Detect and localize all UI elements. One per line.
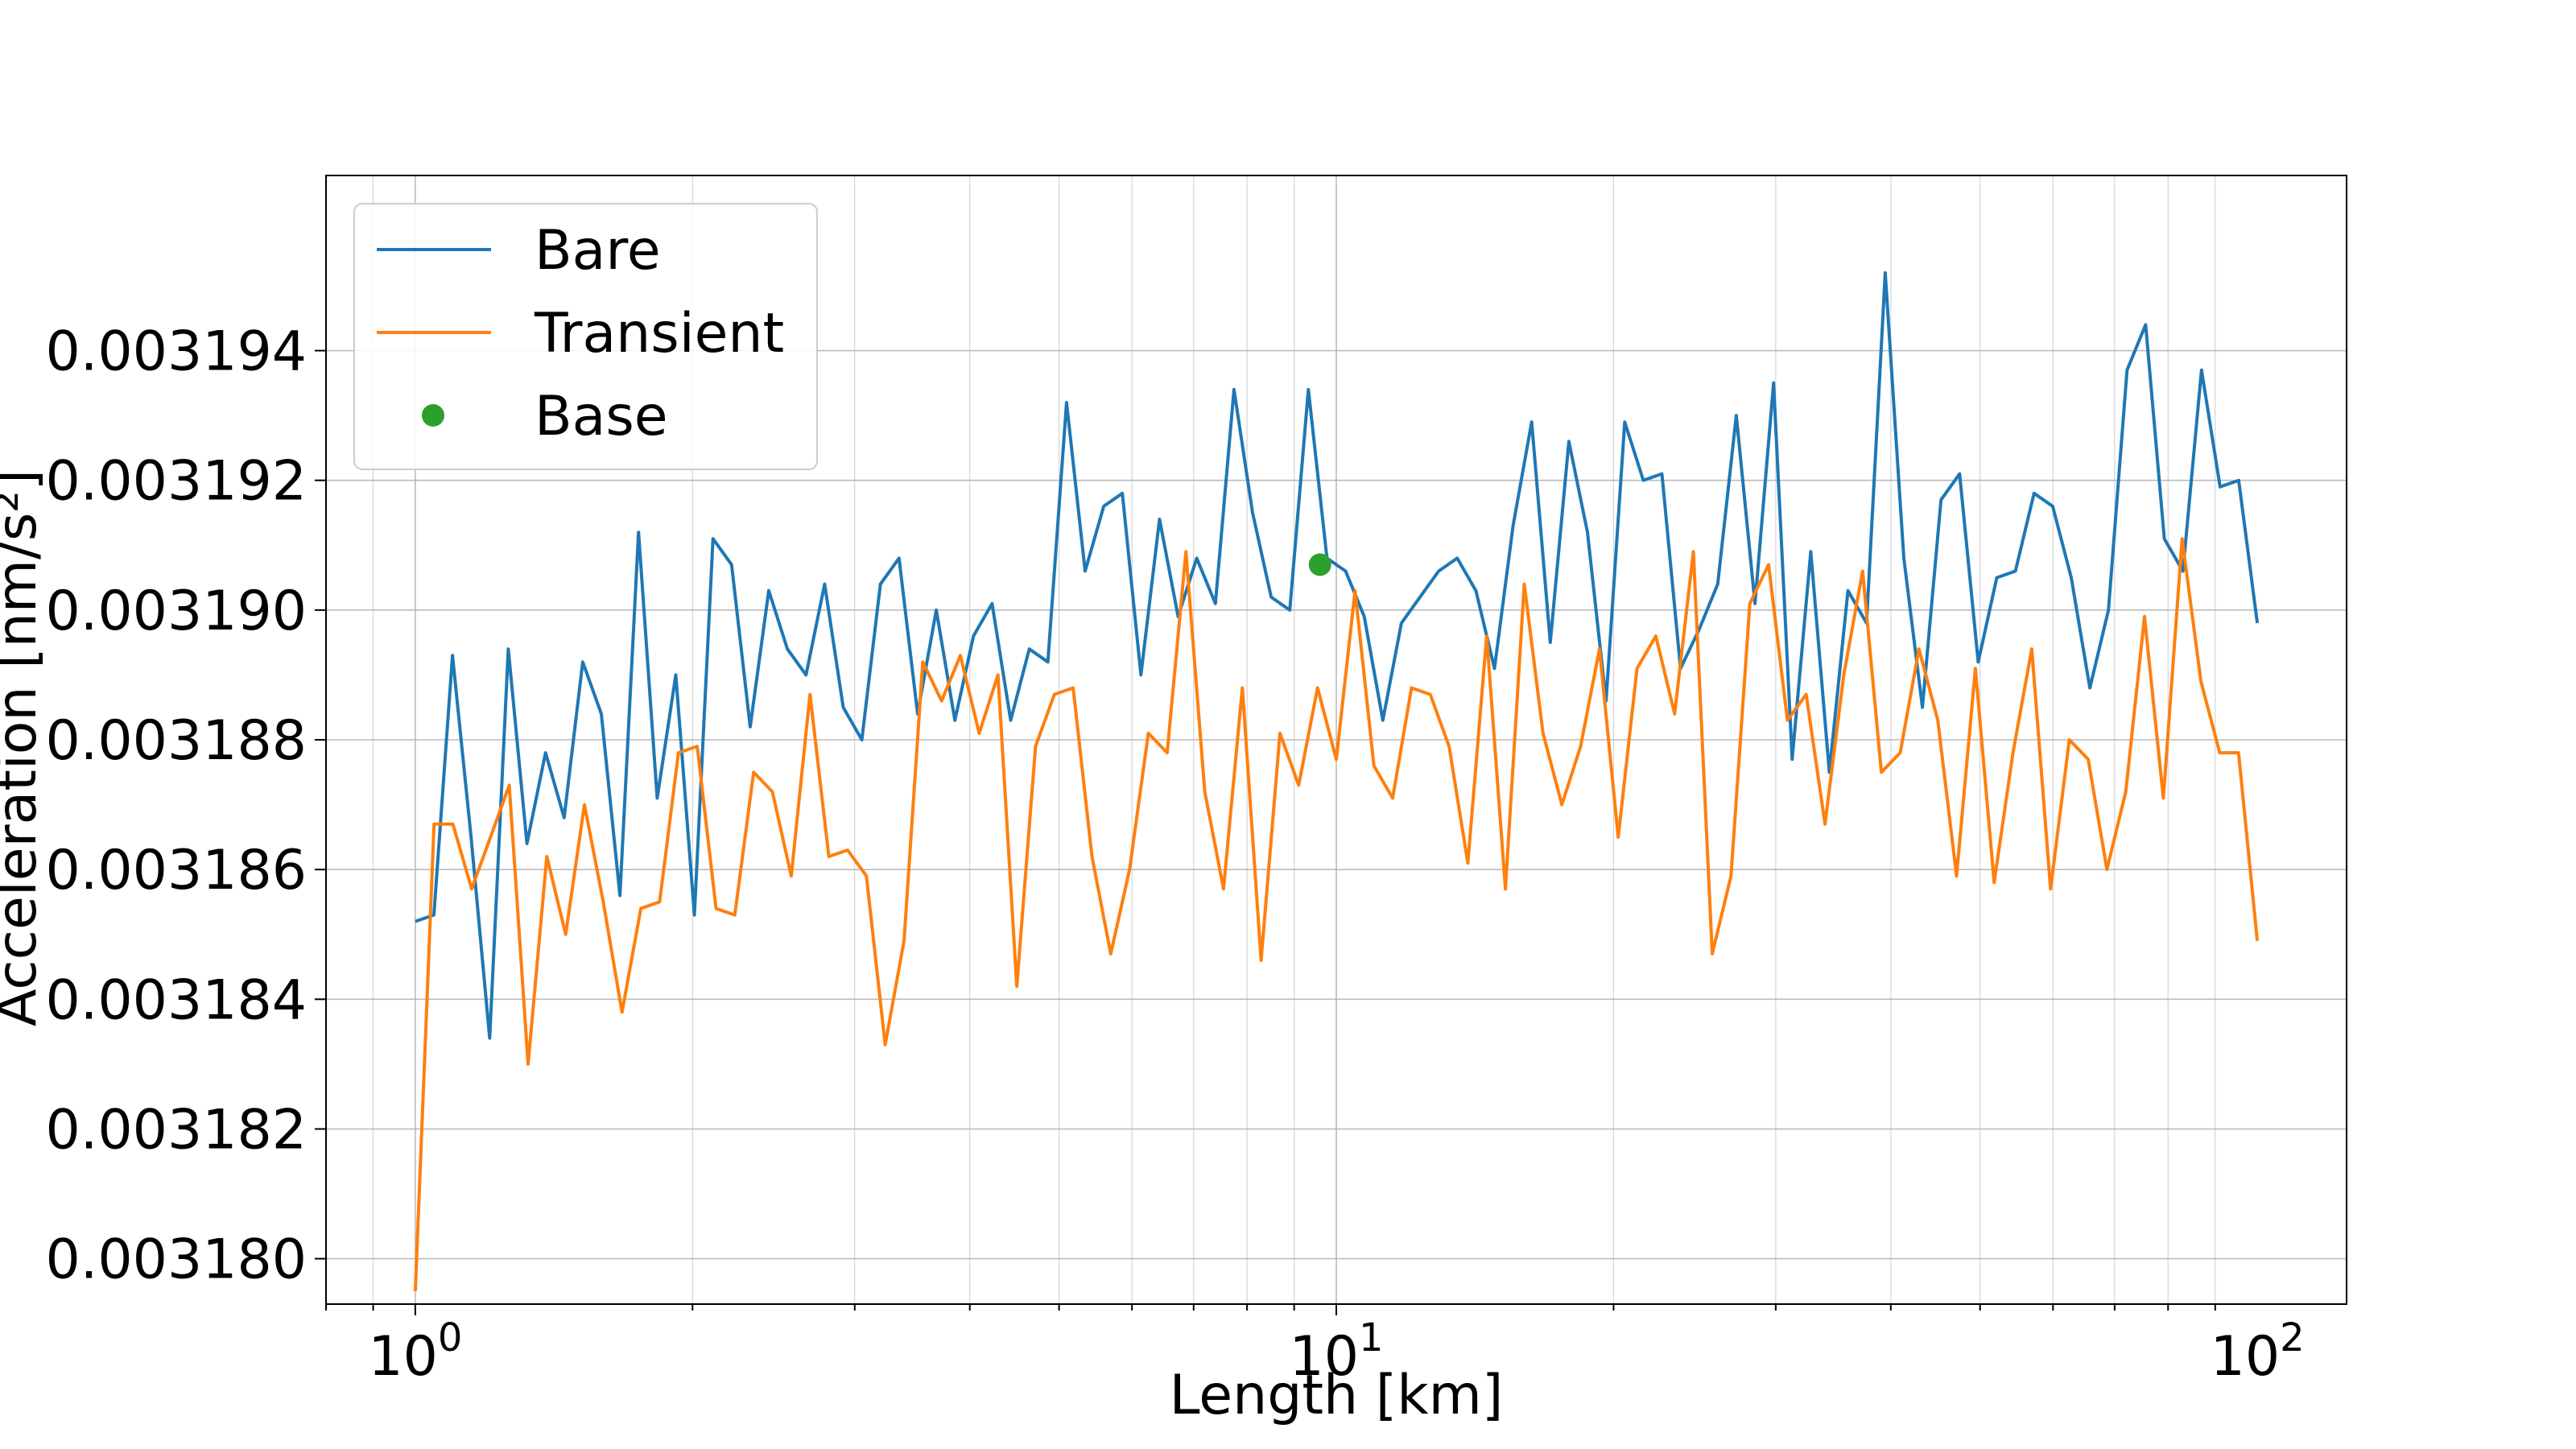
legend-box (353, 203, 818, 470)
bare-series-line (415, 270, 2260, 1040)
x-tick-label: 101 (1289, 1315, 1383, 1389)
y-axis-label: Acceleration [nm/s²] (0, 469, 49, 1026)
series-layer (413, 270, 2260, 1291)
y-tick-label: 0.003184 (46, 968, 307, 1032)
x-tick-exponent: 2 (2280, 1315, 2305, 1360)
x-tick-exponent: 0 (438, 1315, 463, 1360)
legend-label-transient: Transient (534, 302, 784, 365)
legend-marker-base (422, 404, 444, 427)
y-tick-label: 0.003188 (46, 709, 307, 773)
x-tick-label: 100 (368, 1315, 462, 1389)
y-tick-label: 0.003182 (46, 1098, 307, 1162)
legend-label-base: Base (535, 385, 668, 448)
x-tick-base: 10 (2211, 1325, 2281, 1389)
y-axis: 0.003180 0.003182 0.003184 0.003186 0.003188… (46, 320, 326, 1292)
y-tick-label: 0.003180 (46, 1228, 307, 1292)
y-tick-label: 0.003194 (46, 320, 307, 384)
x-tick-exponent: 1 (1359, 1315, 1384, 1360)
legend-label-bare: Bare (535, 219, 661, 283)
x-axis-label: Length [km] (1170, 1364, 1504, 1427)
x-tick-base: 10 (1289, 1325, 1359, 1389)
transient-series-line (413, 537, 2260, 1291)
legend: Bare Transient Base (353, 203, 818, 470)
base-point (1308, 553, 1331, 576)
x-tick-base: 10 (368, 1325, 438, 1389)
x-axis: 100 101 102 (325, 1304, 2305, 1389)
y-tick-label: 0.003190 (46, 580, 307, 643)
y-tick-label: 0.003186 (46, 839, 307, 902)
x-tick-label: 102 (2211, 1315, 2305, 1389)
y-tick-label: 0.003192 (46, 450, 307, 514)
